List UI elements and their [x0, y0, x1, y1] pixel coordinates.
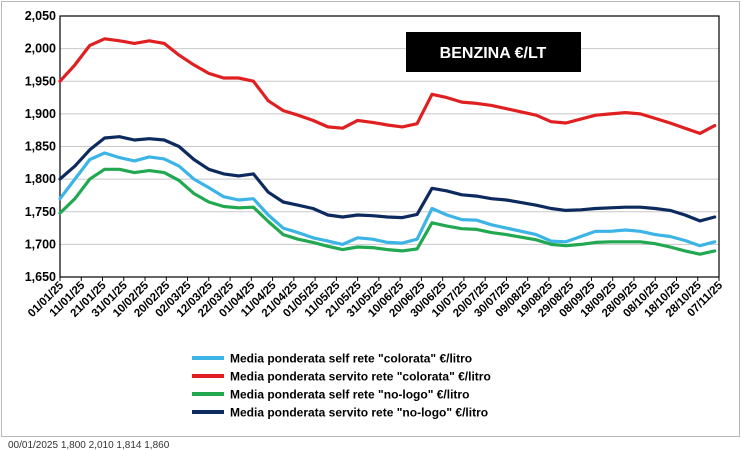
y-tick-label: 1,800 [25, 172, 56, 186]
y-tick-label: 1,900 [25, 107, 56, 121]
chart-title-box: BENZINA €/LT [406, 32, 581, 72]
chart-title: BENZINA €/LT [440, 45, 547, 62]
series-line-4 [58, 135, 717, 223]
series-line-2 [58, 37, 717, 135]
legend-label-1: Media ponderata self rete "colorata" €/l… [230, 352, 472, 366]
y-tick-label: 1,850 [25, 140, 56, 154]
plot-border-layer [59, 15, 720, 278]
chart-svg: 1,650 1,700 1,750 1,800 1,850 1,900 1,950 2,000… [25, 9, 726, 420]
y-tick-label: 1,700 [25, 237, 56, 251]
legend-label-4: Media ponderata servito rete "no-logo" €… [230, 406, 488, 420]
series-line-1 [58, 151, 717, 248]
y-tick-label: 2,000 [25, 42, 56, 56]
x-axis-tick-labels: 01/01/2511/01/2521/01/2531/01/2510/02/25… [26, 279, 726, 320]
y-tick-label: 2,050 [25, 9, 56, 23]
y-tick-label: 1,650 [25, 270, 56, 284]
truncated-footer-row: 00/01/2025 1,800 2,010 1,814 1,860 [8, 440, 170, 450]
y-tick-label: 1,950 [25, 74, 56, 88]
legend: Media ponderata self rete "colorata" €/l… [192, 352, 491, 420]
series-layer [58, 37, 717, 256]
plot-area-border [59, 15, 720, 278]
y-tick-label: 1,750 [25, 205, 56, 219]
series-line-3 [58, 167, 717, 256]
chart-title-background [406, 32, 581, 72]
legend-label-3: Media ponderata self rete "no-logo" €/li… [230, 388, 469, 402]
y-axis-tick-labels: 1,650 1,700 1,750 1,800 1,850 1,900 1,950 2,000… [25, 9, 56, 284]
legend-label-2: Media ponderata servito rete "colorata" … [230, 370, 491, 384]
